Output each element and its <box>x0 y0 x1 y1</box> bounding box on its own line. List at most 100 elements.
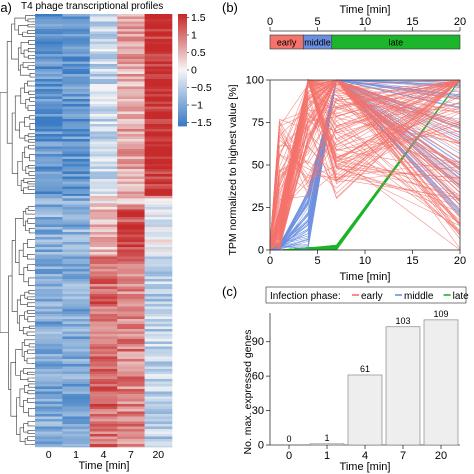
dendrogram-branch <box>26 357 32 364</box>
heatmap-cell <box>62 46 91 50</box>
heatmap-cell <box>62 232 91 235</box>
heatmap-cell <box>144 271 173 275</box>
dendrogram-branch <box>27 310 32 314</box>
heatmap-cell <box>35 159 63 162</box>
heatmap-cell <box>117 84 145 87</box>
heatmap-cell <box>89 21 118 25</box>
heatmap-cell <box>144 268 173 272</box>
heatmap-cell <box>35 191 63 195</box>
heatmap-cell <box>117 281 145 285</box>
heatmap-cell <box>117 338 145 342</box>
dendrogram-branch <box>27 133 32 138</box>
dendrogram-branch <box>21 342 25 357</box>
heatmap-cell <box>117 383 145 387</box>
heatmap-cell <box>144 159 173 162</box>
series-line-early <box>269 79 461 247</box>
heatmap-cell <box>144 341 173 345</box>
heatmap-cell <box>144 111 173 115</box>
heatmap-cell <box>89 161 118 165</box>
heatmap-cell <box>89 383 118 387</box>
heatmap-cell <box>89 416 118 420</box>
heatmap-cell <box>62 84 91 87</box>
heatmap-cell <box>144 209 173 213</box>
heatmap-cell <box>144 261 173 265</box>
heatmap-cell <box>89 119 118 122</box>
heatmap-cell <box>35 21 63 25</box>
heatmap-cell <box>117 408 145 412</box>
heatmap-cell <box>89 39 118 42</box>
heatmap-cell <box>89 46 118 50</box>
heatmap-cell <box>117 141 145 145</box>
heatmap-cell <box>144 149 173 152</box>
heatmap-cell <box>89 411 118 415</box>
heatmap-cell <box>35 69 63 72</box>
dendrogram-branch <box>28 227 32 234</box>
heatmap-cell <box>89 227 118 230</box>
heatmap-cell <box>62 278 91 282</box>
colorbar-swatch <box>178 118 187 121</box>
heatmap-cell <box>144 227 173 230</box>
heatmap-cell <box>62 276 91 280</box>
heatmap-cell <box>144 443 173 447</box>
dendrogram-branch <box>19 427 26 442</box>
heatmap-cell <box>144 171 173 175</box>
heatmap-cell <box>35 363 63 367</box>
bar-plot-x-tick-label: 7 <box>400 450 406 462</box>
dendrogram-branch <box>27 302 32 307</box>
heatmap-cell <box>89 376 118 380</box>
heatmap-cell <box>62 296 91 300</box>
heatmap-cell <box>35 171 63 175</box>
heatmap-cell <box>35 166 63 170</box>
heatmap-cell <box>89 426 118 430</box>
heatmap-cell <box>117 224 145 228</box>
dendrogram-branch <box>25 15 32 21</box>
heatmap-cell <box>35 418 63 422</box>
colorbar-swatch <box>178 23 187 26</box>
heatmap-cell <box>144 348 173 352</box>
heatmap-cell <box>35 114 63 117</box>
heatmap-cell <box>144 383 173 387</box>
heatmap-cell <box>62 271 91 275</box>
heatmap-cell <box>89 316 118 320</box>
heatmap-cell <box>62 438 91 442</box>
legend-item-label: middle <box>404 291 434 302</box>
heatmap-cell <box>35 239 63 243</box>
heatmap-cell <box>144 426 173 430</box>
heatmap-x-label: Time [min] <box>79 460 130 472</box>
heatmap-cell <box>144 116 173 120</box>
heatmap-cell <box>144 126 173 130</box>
colorbar-swatch <box>178 103 187 106</box>
heatmap-cell <box>89 194 118 197</box>
heatmap-cell <box>62 159 91 162</box>
heatmap-cell <box>117 214 145 218</box>
heatmap-cell <box>144 266 173 270</box>
heatmap-cell <box>89 154 118 157</box>
heatmap-cell <box>89 16 118 20</box>
heatmap-cell <box>117 323 145 327</box>
bar-plot-x-tick-label: 1 <box>324 450 330 462</box>
heatmap-cell <box>35 156 63 160</box>
dendrogram-branch <box>27 185 32 190</box>
dendrogram-branch <box>27 390 32 395</box>
heatmap-cell <box>144 418 173 422</box>
heatmap-cell <box>62 209 91 213</box>
heatmap-cell <box>89 96 118 100</box>
heatmap-cell <box>89 186 118 190</box>
heatmap-cell <box>117 396 145 400</box>
heatmap-cell <box>144 86 173 90</box>
bar-value-label: 1 <box>324 433 329 443</box>
heatmap-cell <box>35 366 63 370</box>
heatmap-cell <box>117 268 145 272</box>
heatmap-cell <box>144 204 173 208</box>
heatmap-cell <box>62 283 91 287</box>
heatmap-cell <box>62 423 91 427</box>
dendrogram-branch <box>23 351 28 362</box>
heatmap-cell <box>144 131 173 135</box>
heatmap-cell <box>62 81 91 85</box>
heatmap-cell <box>89 109 118 112</box>
heatmap-cell <box>62 239 91 243</box>
heatmap-cluster-middle <box>35 204 173 257</box>
heatmap-cell <box>117 124 145 127</box>
heatmap-cell <box>62 331 91 335</box>
heatmap-cell <box>62 61 91 65</box>
